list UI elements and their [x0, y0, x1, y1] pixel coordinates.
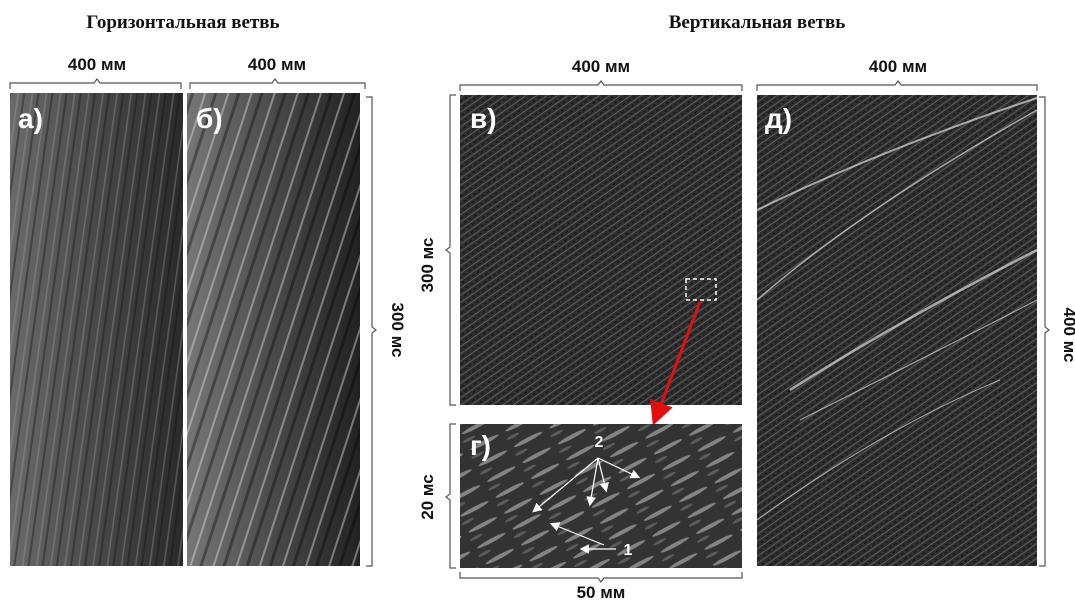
- scale-label: 400 мм: [68, 55, 126, 74]
- scale-label: 400 мм: [869, 57, 927, 76]
- brace: [189, 78, 366, 89]
- image-texture: [187, 93, 360, 566]
- panel-g: г) 20 мс 50 мм 2 1: [418, 423, 743, 602]
- scale-label: 400 мс: [1060, 308, 1075, 363]
- scale-label: 300 мс: [418, 238, 437, 293]
- panel-label: д): [765, 103, 792, 134]
- annotation-arrows: [532, 457, 641, 554]
- image: [757, 95, 1037, 566]
- image-texture: [756, 97, 1038, 521]
- scale-label: 400 мм: [572, 57, 630, 76]
- heading: Горизонтальная ветвь: [86, 12, 279, 33]
- panel-label: г): [470, 430, 491, 461]
- zoom-arrow: [650, 301, 702, 426]
- scale-label: 50 мм: [577, 583, 626, 602]
- brace: [459, 572, 743, 583]
- brace: [445, 94, 456, 406]
- image: [460, 95, 742, 405]
- panel-label: в): [470, 103, 497, 134]
- scale-label: 300 мс: [388, 303, 407, 358]
- image-texture: [10, 93, 183, 566]
- brace: [366, 96, 377, 567]
- brace: [1039, 96, 1050, 567]
- panel-label: а): [18, 103, 43, 134]
- scale-label: 400 мм: [248, 55, 306, 74]
- panel-label: б): [196, 103, 223, 134]
- zoom-box: [685, 278, 717, 301]
- panel-v: в) 400 мм 300 мс: [418, 57, 743, 426]
- brace: [9, 78, 182, 89]
- annotation: 1: [624, 542, 633, 559]
- annotation: 2: [595, 434, 604, 451]
- brace: [459, 80, 743, 91]
- panel-d: д) 400 мм 400 мс: [756, 57, 1075, 567]
- brace: [445, 423, 456, 569]
- panel-a: а) 400 мм: [9, 55, 183, 566]
- brace: [756, 80, 1038, 91]
- heading: Вертикальная ветвь: [669, 12, 846, 33]
- scale-label: 20 мс: [418, 474, 437, 519]
- panel-b: б) 400 мм 300 мс: [187, 55, 407, 567]
